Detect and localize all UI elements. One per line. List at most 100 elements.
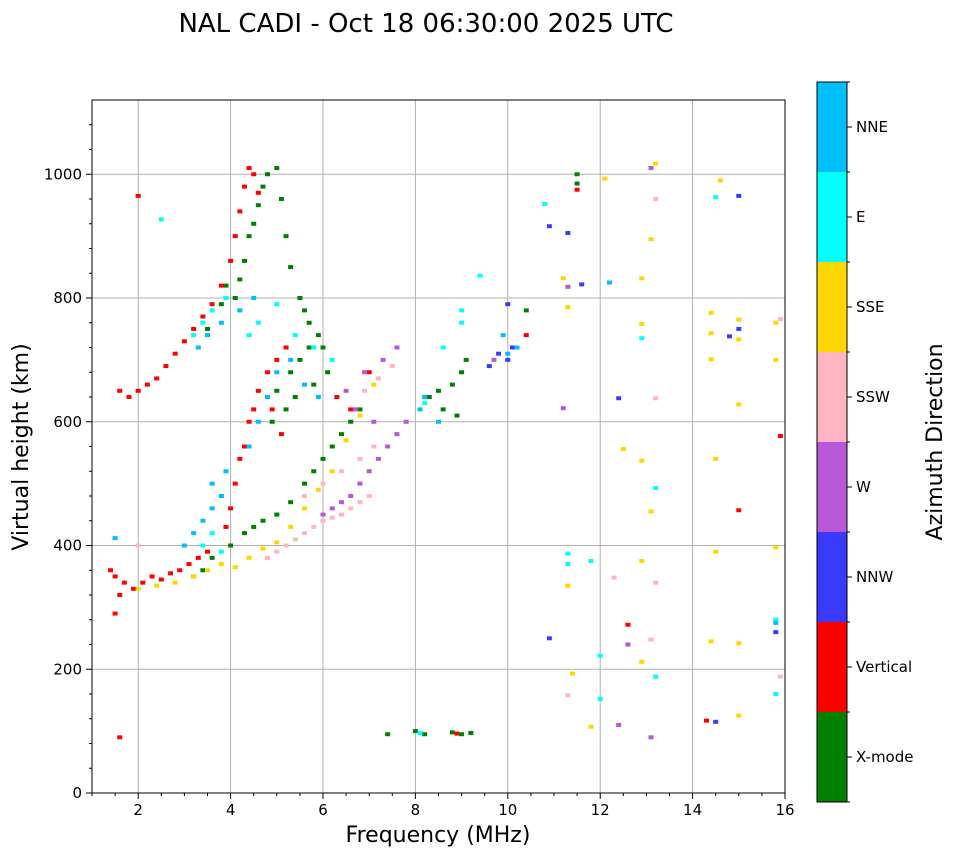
data-point-x-mode (302, 481, 308, 486)
data-point-x-mode (459, 370, 465, 375)
data-point-ssw (371, 444, 377, 449)
data-point-x-mode (209, 555, 215, 560)
colorbar-label: SSE (856, 298, 885, 316)
data-point-vertical (135, 193, 141, 198)
data-point-ssw (274, 549, 280, 554)
data-point-sse (205, 568, 210, 573)
data-point-vertical (112, 611, 118, 616)
x-tick-label: 8 (411, 801, 421, 819)
axis-ticks: 2 4 6 8 10 12 14 16 0 200 400 600 800 1000 (44, 124, 795, 819)
data-point-vertical (246, 166, 252, 171)
data-point-x-mode (302, 308, 308, 313)
data-point-vertical (144, 382, 150, 387)
data-point-nnw (486, 364, 492, 369)
data-point-ssw (653, 396, 659, 401)
data-point-vertical (163, 364, 169, 369)
data-point-nne (195, 345, 201, 350)
data-point-nne (251, 296, 257, 300)
data-point-vertical (334, 395, 340, 399)
data-point-x-mode (228, 543, 234, 548)
data-point-nnw (565, 231, 571, 236)
data-point-x-mode (269, 419, 275, 424)
data-point-vertical (237, 456, 243, 461)
data-point-ssw (565, 693, 571, 698)
data-point-x-mode (283, 234, 289, 239)
data-point-e (477, 273, 483, 278)
data-point-x-mode (574, 172, 580, 177)
data-point-nne (223, 469, 229, 474)
data-point-e (158, 217, 164, 222)
data-point-vertical (237, 209, 243, 214)
data-point-vertical (246, 419, 252, 424)
data-point-ssw (338, 512, 344, 517)
data-point-ssw (302, 531, 308, 536)
data-point-x-mode (422, 732, 428, 737)
data-point-vertical (126, 395, 132, 399)
data-point-x-mode (274, 388, 280, 393)
data-point-vertical (736, 508, 742, 513)
data-point-vertical (154, 376, 160, 381)
data-point-ssw (648, 637, 654, 642)
data-point-nnw (773, 630, 779, 635)
data-point-nne (302, 382, 308, 387)
data-point-x-mode (205, 326, 210, 331)
colorbar-swatch-nne (817, 82, 847, 172)
data-point-x-mode (251, 524, 257, 529)
data-point-x-mode (218, 302, 224, 307)
colorbar-label: NNE (856, 118, 888, 136)
data-point-x-mode (315, 333, 321, 338)
data-point-x-mode (232, 296, 238, 300)
data-point-w (394, 432, 400, 437)
data-point-x-mode (246, 234, 252, 239)
data-point-nne (209, 481, 215, 486)
data-point-x-mode (412, 729, 418, 734)
data-point-vertical (195, 555, 201, 560)
data-point-sse (357, 413, 363, 418)
data-point-x-mode (311, 382, 317, 387)
data-point-sse (708, 310, 714, 315)
data-point-w (352, 407, 358, 412)
data-point-sse (736, 713, 742, 718)
data-point-nne (181, 543, 187, 548)
data-point-x-mode (463, 357, 469, 362)
data-point-x-mode (325, 370, 331, 375)
data-point-sse (639, 558, 645, 563)
data-point-nnw (505, 357, 511, 362)
data-point-sse (648, 237, 654, 242)
data-point-nnw (505, 302, 511, 307)
data-point-vertical (228, 258, 234, 263)
data-point-ssw (302, 494, 308, 498)
data-point-w (338, 500, 344, 505)
colorbar-swatch-e (817, 172, 847, 262)
data-point-x-mode (260, 518, 266, 523)
data-point-nne (500, 333, 506, 338)
data-point-ssw (357, 500, 363, 505)
data-point-nnw (496, 351, 502, 356)
data-point-vertical (168, 571, 174, 576)
data-point-ssw (653, 197, 659, 201)
data-point-e (191, 333, 197, 338)
data-point-vertical (140, 580, 146, 585)
data-point-sse (588, 724, 594, 729)
data-point-sse (648, 509, 654, 514)
data-point-vertical (274, 357, 280, 362)
data-point-e (773, 692, 779, 696)
data-point-vertical (107, 568, 113, 573)
data-point-sse (343, 438, 349, 443)
data-point-nne (422, 395, 428, 399)
data-point-sse (260, 546, 266, 551)
data-point-sse (569, 671, 575, 676)
data-point-e (459, 308, 465, 313)
data-point-w (648, 735, 654, 740)
data-point-w (648, 166, 654, 171)
data-point-vertical (625, 622, 631, 627)
data-point-w (362, 370, 368, 375)
data-point-e (218, 549, 224, 554)
x-tick-label: 14 (683, 801, 702, 819)
data-point-ssw (338, 469, 344, 474)
data-point-nne (288, 357, 294, 362)
data-point-vertical (232, 234, 238, 239)
data-point-x-mode (348, 419, 354, 424)
data-point-x-mode (274, 166, 280, 171)
data-point-sse (329, 469, 335, 474)
